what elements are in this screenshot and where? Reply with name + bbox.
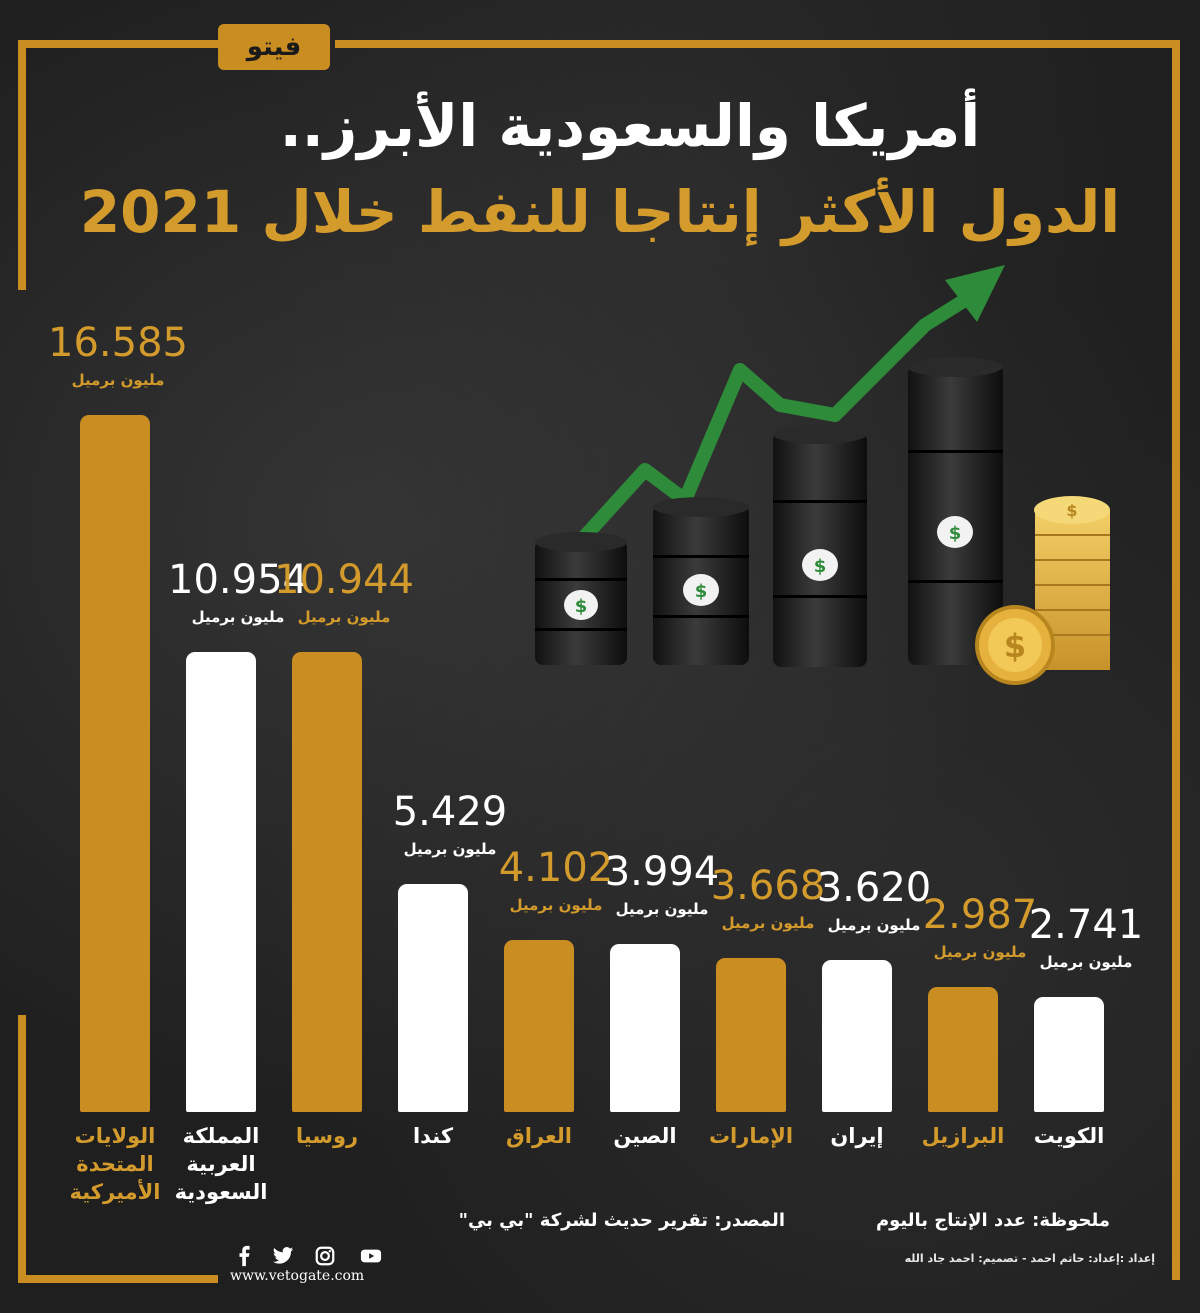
chart-bar xyxy=(822,960,892,1112)
bar-value-label: 4.102 xyxy=(498,845,614,891)
barrel-icon: $ xyxy=(535,532,627,665)
chart-bar xyxy=(186,652,256,1112)
twitter-icon[interactable] xyxy=(270,1245,296,1267)
bar-value-label: 16.585 xyxy=(48,320,188,366)
category-label-line: المملكة xyxy=(182,1124,260,1148)
bar-value-label: 3.620 xyxy=(816,865,932,911)
bar-unit-label: مليون برميل xyxy=(721,914,815,932)
category-label-line: الصين xyxy=(613,1124,677,1148)
category-label-line: الإمارات xyxy=(708,1124,794,1148)
source-text: المصدر: تقرير حديث لشركة "بي بي" xyxy=(458,1210,785,1231)
growth-arrow-head xyxy=(945,265,1005,322)
chart-bar xyxy=(1034,997,1104,1112)
category-label-line: الأميركية xyxy=(69,1180,161,1204)
instagram-icon[interactable] xyxy=(312,1245,338,1267)
category-label: الصين xyxy=(585,1122,705,1150)
category-label: البرازيل xyxy=(903,1122,1023,1150)
category-label-line: الكويت xyxy=(1033,1124,1105,1148)
category-label: العراق xyxy=(479,1122,599,1150)
bar-value-label: 3.994 xyxy=(604,849,720,895)
credits-text: إعداد :إعداد: حاتم احمد - تصميم: احمد جا… xyxy=(904,1252,1155,1265)
chart-bar xyxy=(504,940,574,1112)
chart-bar xyxy=(80,415,150,1112)
category-label-line: الولايات xyxy=(74,1124,156,1148)
category-label-line: كندا xyxy=(412,1124,454,1148)
svg-text:$: $ xyxy=(814,556,827,577)
bar-unit-label: مليون برميل xyxy=(933,943,1027,961)
frame-border-left-top xyxy=(18,40,26,290)
barrel-icon: $ xyxy=(773,424,867,667)
frame-border-right xyxy=(1172,40,1180,1280)
bar-value-label: 3.668 xyxy=(710,863,826,909)
svg-text:$: $ xyxy=(1066,501,1077,520)
category-label: الولايات المتحدة الأميركية xyxy=(55,1122,175,1206)
bar-unit-label: مليون برميل xyxy=(1039,953,1133,971)
category-label-line: روسيا xyxy=(295,1124,359,1148)
brand-logo: فيتو xyxy=(218,24,330,70)
youtube-icon[interactable] xyxy=(358,1245,384,1267)
frame-border-top-right xyxy=(335,40,1180,48)
category-label-line: البرازيل xyxy=(921,1124,1005,1148)
bar-value-label: 10.944 xyxy=(274,557,414,603)
bar-unit-label: مليون برميل xyxy=(615,900,709,918)
bar-unit-label: مليون برميل xyxy=(191,608,285,626)
chart-bar xyxy=(398,884,468,1112)
bar-value-label: 2.987 xyxy=(922,892,1038,938)
coin-icon: $ xyxy=(975,605,1055,685)
category-label-line: العراق xyxy=(506,1124,572,1148)
website-url[interactable]: www.vetogate.com xyxy=(230,1268,365,1284)
svg-text:$: $ xyxy=(575,596,588,617)
category-label: الكويت xyxy=(1009,1122,1129,1150)
chart-bar xyxy=(292,652,362,1112)
facebook-icon[interactable] xyxy=(232,1245,258,1267)
barrel-icon: $ xyxy=(653,497,749,665)
bar-unit-label: مليون برميل xyxy=(827,916,921,934)
bar-value-label: 10.954 xyxy=(168,557,308,603)
frame-border-top xyxy=(18,40,218,48)
page-subtitle: الدول الأكثر إنتاجا للنفط خلال 2021 xyxy=(79,178,1121,246)
oil-barrels-illustration: $ $ $ $ $ $ xyxy=(535,265,1110,685)
note-text: ملحوظة: عدد الإنتاج باليوم xyxy=(875,1210,1110,1231)
category-label: روسيا xyxy=(267,1122,387,1150)
category-label-line: المتحدة xyxy=(76,1152,154,1176)
bar-unit-label: مليون برميل xyxy=(297,608,391,626)
growth-arrow-line xyxy=(571,294,969,550)
bar-value-label: 5.429 xyxy=(392,789,508,835)
chart-bar xyxy=(928,987,998,1112)
svg-text:$: $ xyxy=(1004,627,1026,665)
barrel-icon: $ xyxy=(908,357,1003,665)
chart-bar xyxy=(610,944,680,1112)
bar-value-label: 2.741 xyxy=(1028,902,1144,948)
bar-unit-label: مليون برميل xyxy=(509,896,603,914)
category-label-line: إيران xyxy=(830,1124,884,1148)
chart-bar xyxy=(716,958,786,1112)
svg-text:$: $ xyxy=(949,523,962,544)
category-label: إيران xyxy=(797,1122,917,1150)
svg-text:$: $ xyxy=(695,581,708,602)
category-label: كندا xyxy=(373,1122,493,1150)
page-title: أمريكا والسعودية الأبرز.. xyxy=(279,92,981,160)
bar-unit-label: مليون برميل xyxy=(71,371,165,389)
frame-border-bottom xyxy=(18,1275,218,1283)
brand-logo-text: فيتو xyxy=(246,32,302,62)
frame-border-left-bottom xyxy=(18,1015,26,1283)
category-label-line: العربية xyxy=(186,1152,256,1176)
bar-unit-label: مليون برميل xyxy=(403,840,497,858)
category-label: المملكة العربية السعودية xyxy=(161,1122,281,1206)
category-label-line: السعودية xyxy=(174,1180,268,1204)
category-label: الإمارات xyxy=(691,1122,811,1150)
